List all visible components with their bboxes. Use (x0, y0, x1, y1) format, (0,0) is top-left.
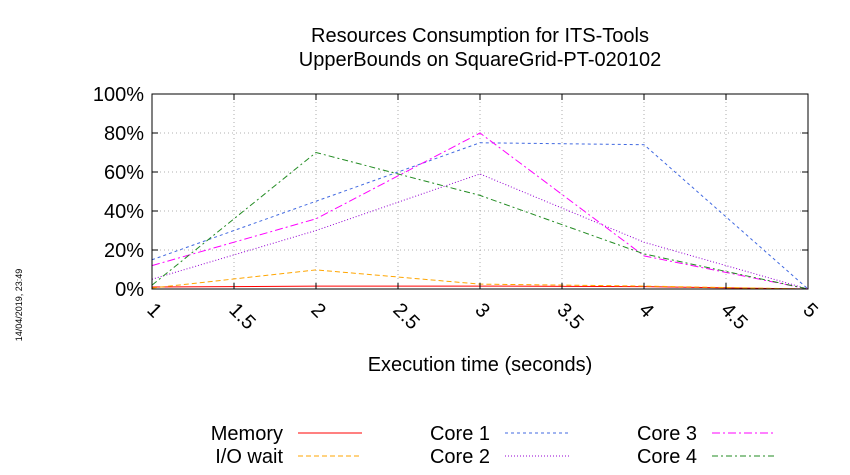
legend-label: Core 4 (637, 446, 697, 468)
series-line-core-4 (151, 151, 809, 290)
y-tick-label: 40% (104, 201, 144, 223)
x-axis-label: Execution time (seconds) (368, 354, 593, 376)
x-axis-ticks: 1 1.5 2 2.5 3 3.5 4 4.5 5 (142, 94, 822, 334)
y-tick-label: 100% (93, 84, 144, 106)
y-axis-ticks: 0% 20% 40% 60% 80% 100% (93, 84, 808, 301)
y-tick-label: 0% (115, 279, 144, 301)
x-tick-label: 2 (306, 299, 329, 322)
x-tick-label: 4.5 (716, 299, 751, 334)
x-tick-label: 3 (470, 299, 493, 322)
plot-frame (151, 93, 809, 290)
x-tick-label: 1 (142, 299, 165, 322)
x-tick-label: 1.5 (224, 299, 259, 334)
legend-label: I/O wait (215, 446, 283, 468)
series-line-core-1 (151, 142, 809, 290)
legend-label: Memory (211, 423, 283, 445)
timestamp: 14/04/2019, 23:49 (14, 269, 24, 342)
legend-label: Core 1 (430, 423, 490, 445)
x-tick-label: 5 (798, 299, 821, 322)
x-tick-label: 4 (634, 299, 657, 322)
y-tick-label: 80% (104, 123, 144, 145)
y-tick-label: 60% (104, 162, 144, 184)
series-line-core-3 (151, 132, 809, 290)
chart-title-line-1: Resources Consumption for ITS-Tools (311, 25, 649, 47)
legend-label: Core 2 (430, 446, 490, 468)
series-line-core-2 (151, 173, 809, 290)
x-tick-label: 2.5 (388, 299, 423, 334)
x-tick-label: 3.5 (552, 299, 587, 334)
chart-title-line-2: UpperBounds on SquareGrid-PT-020102 (299, 49, 661, 71)
legend-label: Core 3 (637, 423, 697, 445)
grid-lines (152, 94, 808, 289)
y-tick-label: 20% (104, 240, 144, 262)
